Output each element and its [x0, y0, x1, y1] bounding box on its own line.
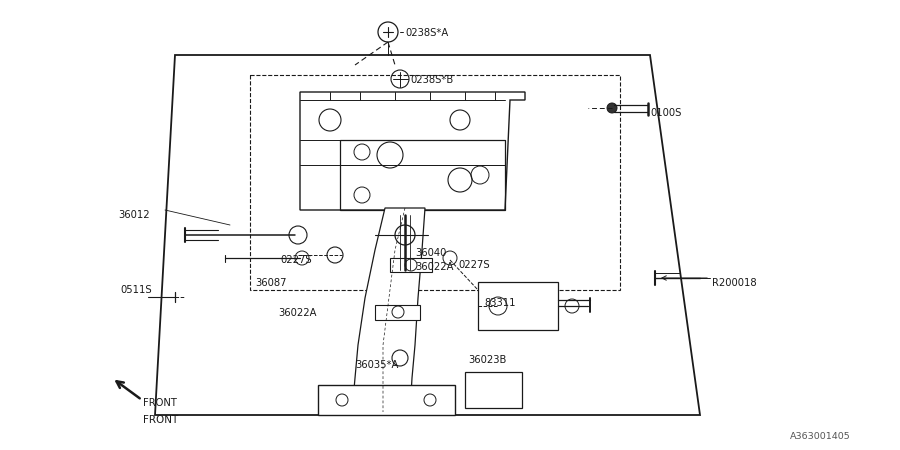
- Text: 36040: 36040: [415, 248, 446, 258]
- Text: 0238S*A: 0238S*A: [405, 28, 448, 38]
- Text: 83311: 83311: [484, 298, 516, 308]
- Text: 36012: 36012: [118, 210, 149, 220]
- Text: 0100S: 0100S: [650, 108, 681, 118]
- Text: 36022A: 36022A: [278, 308, 317, 318]
- Text: FRONT: FRONT: [143, 398, 177, 408]
- Text: FRONT: FRONT: [143, 415, 178, 425]
- Text: 0227S: 0227S: [458, 260, 490, 270]
- Text: 0227S: 0227S: [280, 255, 311, 265]
- Text: 36087: 36087: [255, 278, 286, 288]
- Text: 0511S: 0511S: [120, 285, 151, 295]
- Polygon shape: [375, 305, 420, 320]
- Text: A363001405: A363001405: [790, 432, 850, 441]
- Polygon shape: [478, 282, 558, 330]
- Polygon shape: [390, 258, 432, 272]
- Text: 0238S*B: 0238S*B: [410, 75, 454, 85]
- Text: 36023B: 36023B: [468, 355, 507, 365]
- Text: R200018: R200018: [712, 278, 757, 288]
- Text: 36022A: 36022A: [415, 262, 454, 272]
- Text: 36035*A: 36035*A: [355, 360, 399, 370]
- Circle shape: [607, 103, 617, 113]
- Polygon shape: [318, 385, 455, 415]
- Polygon shape: [352, 208, 425, 412]
- Polygon shape: [465, 372, 522, 408]
